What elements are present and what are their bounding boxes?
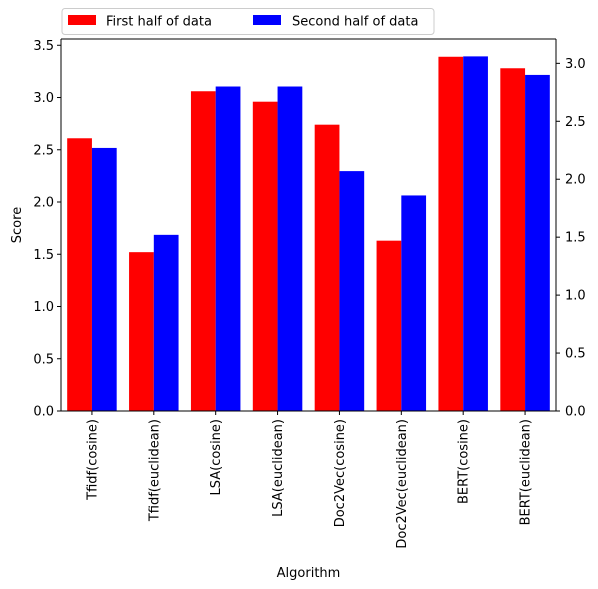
bar-first-half — [252, 101, 278, 412]
y-right-tick-label: 2.0 — [565, 173, 586, 188]
y-left-tick-label: 0.5 — [33, 352, 54, 367]
x-tick-label: LSA(cosine) — [209, 419, 224, 496]
bar-second-half — [401, 195, 427, 411]
bar-second-half — [463, 56, 488, 411]
bar-second-half — [215, 86, 241, 412]
y-right-tick-label: 2.5 — [565, 115, 586, 130]
legend: First half of data Second half of data — [61, 8, 435, 35]
bars — [67, 56, 550, 412]
y-left-tick-label: 2.0 — [33, 196, 54, 211]
bar-second-half — [91, 147, 117, 412]
y-right-tick-label: 1.0 — [565, 289, 586, 304]
bar-first-half — [376, 240, 402, 411]
x-tick-label: BERT(euclidean) — [519, 419, 534, 525]
x-tick-label: Doc2Vec(cosine) — [333, 419, 348, 527]
y-left-tick-label: 2.5 — [33, 143, 54, 158]
x-tick-label: LSA(euclidean) — [271, 419, 286, 517]
legend-box — [61, 8, 435, 35]
x-tick-label: BERT(cosine) — [457, 419, 472, 504]
legend-swatch — [68, 15, 96, 25]
y-right-tick-label: 1.5 — [565, 231, 586, 246]
x-tick-label: Tfidf(cosine) — [85, 419, 100, 501]
y-left-tick-label: 3.0 — [33, 91, 54, 106]
y-left-tick-label: 1.5 — [33, 248, 54, 263]
bar-first-half — [500, 68, 526, 412]
bar-second-half — [153, 234, 179, 411]
bar-first-half — [190, 91, 216, 411]
y-right-tick-label: 0.0 — [565, 405, 586, 420]
bar-second-half — [277, 86, 303, 412]
y-left-tick-label: 0.0 — [33, 405, 54, 420]
y-right-tick-label: 3.0 — [565, 57, 586, 72]
y-right-tick-label: 0.5 — [565, 347, 586, 362]
x-axis-title: Algorithm — [277, 566, 341, 581]
legend-swatch — [253, 15, 281, 25]
y-axis-title: Score — [10, 207, 25, 243]
bar-second-half — [339, 171, 365, 411]
legend-label: First half of data — [106, 15, 212, 30]
bar-first-half — [314, 124, 340, 411]
y-left-tick-label: 3.5 — [33, 39, 54, 54]
bar-second-half — [525, 74, 550, 411]
x-tick-label: Tfidf(euclidean) — [147, 419, 162, 522]
bar-first-half — [67, 138, 92, 412]
x-tick-label: Doc2Vec(euclidean) — [395, 419, 410, 549]
bar-first-half — [438, 56, 464, 412]
axes: 0.0 0.5 1.0 1.5 2.0 2.5 3.0 3.5 0.0 0.5 1.0 1.5 2.0 2… — [33, 38, 586, 549]
y-left-tick-label: 1.0 — [33, 300, 54, 315]
bar-first-half — [129, 252, 154, 411]
legend-label: Second half of data — [292, 15, 418, 30]
